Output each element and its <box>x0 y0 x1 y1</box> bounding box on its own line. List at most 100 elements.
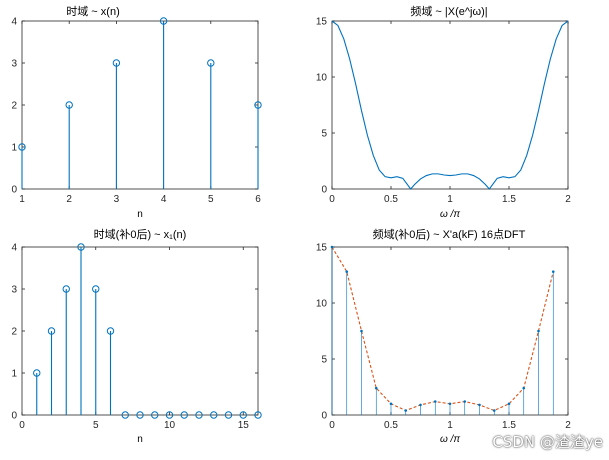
envelope-line <box>331 246 554 412</box>
watermark: CSDN @渣渣ye <box>492 433 603 451</box>
x-tick-label: 0 <box>329 420 335 431</box>
chart-title: 时域(补0后) ~ x₁(n) <box>94 228 187 241</box>
stem-marker <box>207 59 215 67</box>
chart-title: 频域 ~ |X(e^jω)| <box>410 4 487 18</box>
y-tick-label: 4 <box>11 243 17 254</box>
stem-marker <box>404 409 408 412</box>
stem-marker <box>165 411 174 419</box>
y-tick-label: 15 <box>316 243 328 254</box>
stem-marker <box>492 409 496 412</box>
stem-marker <box>77 243 85 251</box>
x-tick-label: 3 <box>114 194 120 205</box>
stem-marker <box>345 270 349 273</box>
y-tick-label: 10 <box>316 299 328 310</box>
x-tick-label: 4 <box>161 194 167 205</box>
y-tick-label: 10 <box>316 73 328 84</box>
x-tick-label: 1 <box>447 420 453 431</box>
axes-time-domain: 时域 ~ x(n) n <box>66 5 143 220</box>
y-tick-label: 4 <box>11 17 17 28</box>
stem-marker <box>551 270 555 273</box>
x-tick-label: 1 <box>447 194 453 205</box>
stem-marker <box>507 402 511 406</box>
stem-marker <box>47 327 56 335</box>
stem-marker <box>121 411 129 419</box>
x-axis-label: n <box>137 209 143 220</box>
stem-marker <box>33 369 41 377</box>
y-tick-label: 1 <box>11 143 17 154</box>
stem-marker <box>419 403 422 407</box>
axes-zero-padded-time: 时域(补0后) ~ x₁(n) n <box>94 228 187 445</box>
stem-marker <box>522 386 526 390</box>
x-tick-label: 0.5 <box>384 420 398 431</box>
stem-marker <box>448 402 452 406</box>
stem-marker <box>112 59 121 67</box>
x-tick-label: 10 <box>164 420 176 431</box>
x-tick-label: 15 <box>238 420 250 431</box>
stem-marker <box>389 402 393 406</box>
stem-marker <box>254 411 262 419</box>
chart-title: 频域(补0后) ~ X'a(kF) 16点DFT <box>373 227 526 241</box>
stem-marker <box>537 329 540 333</box>
axes-frame <box>331 246 569 416</box>
x-tick-label: 6 <box>255 194 261 205</box>
stem-marker <box>330 245 334 249</box>
stem-marker <box>136 411 144 419</box>
y-tick-label: 0 <box>11 185 17 196</box>
stem-marker <box>374 386 378 390</box>
axes-frame <box>21 246 259 416</box>
y-tick-label: 2 <box>11 101 17 112</box>
stem-marker <box>106 327 115 335</box>
x-tick-label: 2 <box>565 420 571 431</box>
stem-marker <box>360 329 363 333</box>
chart-title: 时域 ~ x(n) <box>66 5 119 18</box>
x-tick-label: 0 <box>329 194 335 205</box>
y-tick-label: 0 <box>321 411 327 422</box>
axes-zero-padded-dft: 频域(补0后) ~ X'a(kF) 16点DFT ω /π <box>373 227 526 445</box>
stem-marker <box>463 400 467 403</box>
axes-frame <box>331 20 569 190</box>
y-tick-label: 15 <box>316 17 328 28</box>
magnitude-line <box>331 20 569 190</box>
stem-marker <box>224 411 233 419</box>
x-tick-label: 1.5 <box>502 420 516 431</box>
x-axis-label: n <box>137 434 143 445</box>
stem-marker <box>180 411 188 419</box>
stem-marker <box>92 285 100 293</box>
stem-marker <box>254 101 262 109</box>
y-tick-label: 2 <box>11 327 17 338</box>
x-axis-label: ω /π <box>440 209 460 220</box>
stem-marker <box>478 403 481 407</box>
x-tick-label: 0.5 <box>384 194 398 205</box>
stem-marker <box>159 17 168 25</box>
x-tick-label: 0 <box>19 420 25 431</box>
axes-4-plot: 0 0.5 1 1.5 2 0 5 10 15 <box>316 243 571 432</box>
x-tick-label: 2 <box>565 194 571 205</box>
x-tick-label: 1 <box>19 194 25 205</box>
x-axis-label: ω /π <box>440 434 460 445</box>
stem-marker <box>62 285 70 293</box>
stem-marker <box>433 400 437 403</box>
axes-2-plot: 0 0.5 1 1.5 2 0 5 10 15 <box>316 17 571 206</box>
stem-marker <box>18 143 26 151</box>
x-tick-label: 2 <box>66 194 72 205</box>
y-tick-label: 0 <box>321 185 327 196</box>
stem-marker <box>195 411 203 419</box>
stem-marker <box>151 411 159 419</box>
stem-marker <box>239 411 247 419</box>
x-tick-label: 5 <box>93 420 99 431</box>
axes-frequency-domain: 频域 ~ |X(e^jω)| ω /π <box>410 4 487 220</box>
y-tick-label: 5 <box>321 355 327 366</box>
x-tick-label: 1.5 <box>502 194 516 205</box>
stem-marker <box>65 101 73 109</box>
x-tick-label: 5 <box>208 194 214 205</box>
stem-marker <box>210 411 218 419</box>
y-tick-label: 0 <box>11 411 17 422</box>
axes-frame <box>21 20 259 190</box>
y-tick-label: 1 <box>11 369 17 380</box>
axes-3-plot: 0 5 10 15 0 1 2 3 4 <box>11 243 262 431</box>
y-tick-label: 3 <box>11 285 17 296</box>
y-tick-label: 5 <box>321 129 327 140</box>
y-tick-label: 3 <box>11 59 17 70</box>
